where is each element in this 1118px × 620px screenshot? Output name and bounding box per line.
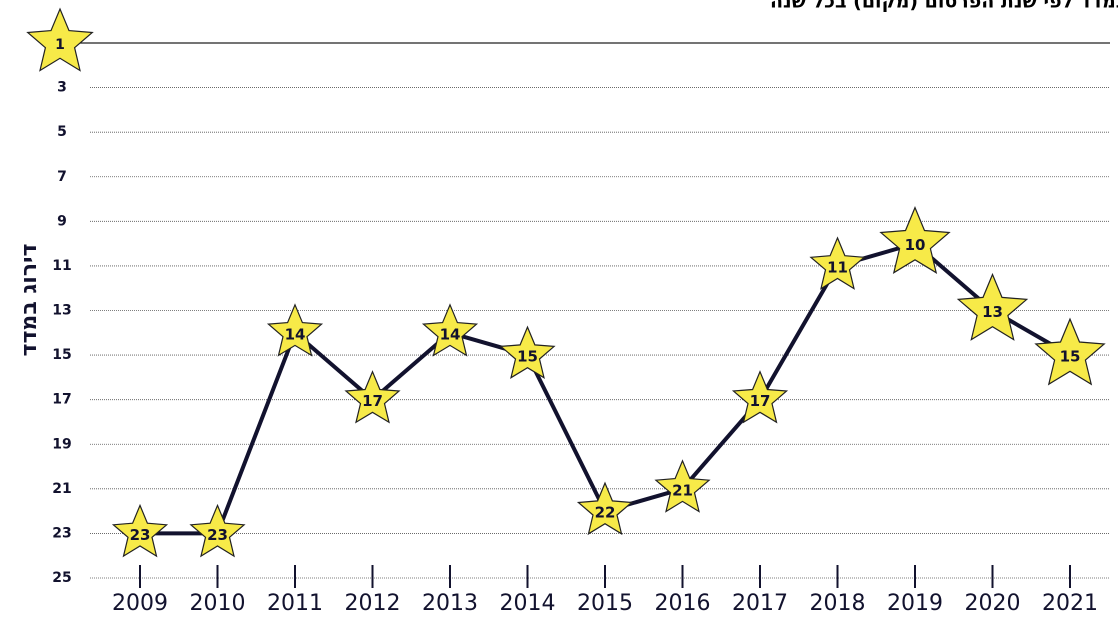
- value-label: 14: [285, 325, 306, 343]
- x-tick-label: 2020: [965, 591, 1021, 616]
- y-tick-label: 9: [57, 213, 67, 229]
- y-tick-label: 15: [52, 347, 71, 363]
- point-star: [1034, 317, 1106, 386]
- value-label: 22: [595, 504, 616, 522]
- x-tick-label: 2016: [655, 591, 711, 616]
- x-tick-label: 2009: [112, 591, 168, 616]
- value-label: 14: [440, 325, 461, 343]
- x-tick-label: 2010: [190, 591, 246, 616]
- value-label: 13: [982, 303, 1003, 321]
- value-label: 23: [207, 526, 228, 544]
- point-star: [879, 206, 951, 274]
- x-tick-label: 2011: [267, 591, 323, 616]
- y-tick-label: 23: [52, 525, 71, 541]
- tick-star: [26, 7, 94, 72]
- point-star: [111, 503, 169, 558]
- value-label: 10: [905, 236, 926, 254]
- value-label: 11: [827, 258, 848, 276]
- x-tick-label: 2019: [887, 591, 943, 616]
- point-star: [654, 459, 711, 513]
- x-tick-label: 2015: [577, 591, 633, 616]
- point-star: [809, 236, 866, 290]
- y-tick-label: 13: [52, 303, 71, 319]
- x-tick-label: 2017: [732, 591, 788, 616]
- y-axis-label: דירוג במדד: [17, 244, 42, 357]
- value-label: 15: [517, 348, 538, 366]
- value-label: 17: [750, 392, 771, 410]
- chart-title: דירוג ישראל במדד לפי שנת הפרסום (מקום) ב…: [770, 0, 1118, 13]
- x-tick-label: 2014: [500, 591, 556, 616]
- value-label: 15: [1060, 348, 1081, 366]
- y-tick-label: 21: [52, 481, 71, 497]
- x-tick-label: 2018: [810, 591, 866, 616]
- point-star: [421, 303, 479, 357]
- point-star: [576, 481, 634, 536]
- x-tick-label: 2012: [345, 591, 401, 616]
- x-tick-label: 2021: [1042, 591, 1098, 616]
- x-tick-label: 2013: [422, 591, 478, 616]
- y-tick-label: 7: [57, 169, 67, 185]
- point-star: [266, 303, 324, 357]
- value-label: 17: [362, 392, 383, 410]
- point-star: [344, 370, 401, 424]
- y-tick-label: 1: [55, 37, 65, 53]
- y-tick-label: 3: [57, 80, 67, 96]
- y-tick-label: 5: [57, 124, 67, 140]
- value-label: 23: [130, 526, 151, 544]
- point-star: [189, 503, 246, 558]
- y-tick-label: 17: [52, 392, 71, 408]
- point-star: [731, 370, 789, 424]
- y-tick-label: 11: [52, 258, 71, 274]
- point-star: [499, 325, 556, 379]
- value-label: 21: [672, 481, 693, 499]
- y-tick-label: 25: [52, 570, 71, 586]
- point-star: [956, 272, 1029, 341]
- y-tick-label: 19: [52, 436, 71, 452]
